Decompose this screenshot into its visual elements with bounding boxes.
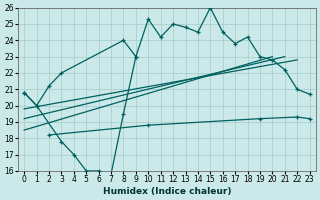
X-axis label: Humidex (Indice chaleur): Humidex (Indice chaleur) bbox=[103, 187, 231, 196]
